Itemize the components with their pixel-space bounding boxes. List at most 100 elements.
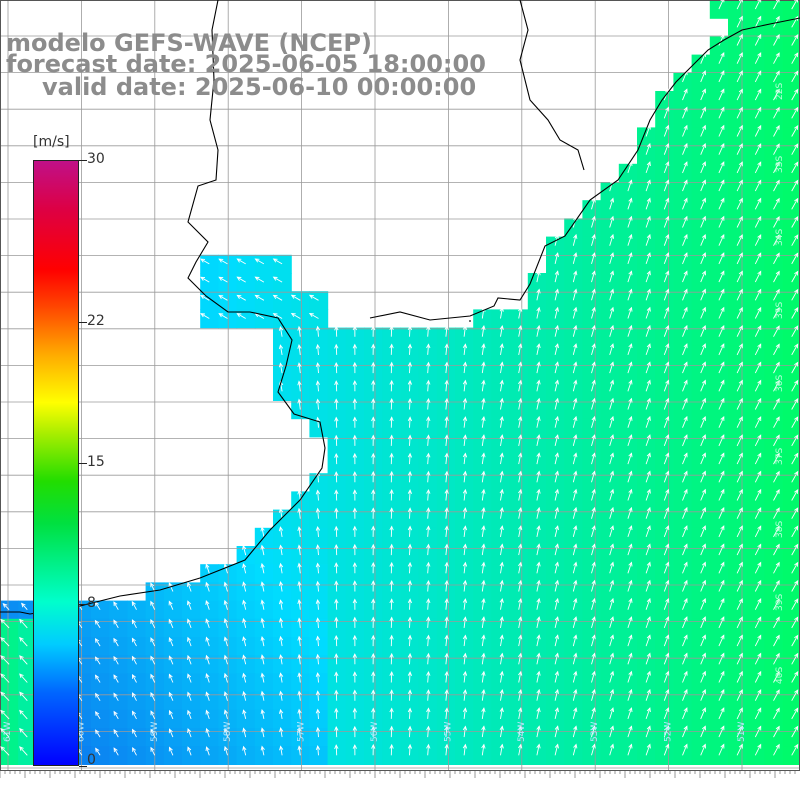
wind-arrow-head [683, 670, 688, 676]
wind-arrow [663, 671, 669, 683]
wind-arrow-head [371, 434, 376, 440]
wind-arrow-head [0, 655, 5, 660]
speed-cell [746, 109, 765, 128]
speed-cell [746, 218, 765, 238]
wind-arrow [298, 527, 301, 537]
speed-cell [418, 546, 438, 565]
wind-arrow-head [683, 361, 688, 367]
wind-arrow-head [278, 344, 284, 350]
wind-arrow-head [518, 743, 523, 749]
wind-arrow-head [260, 581, 265, 587]
speed-cell [291, 491, 310, 511]
wind-arrow-head [223, 581, 228, 587]
speed-cell [236, 309, 256, 329]
speed-cell [728, 18, 747, 37]
wind-arrow [500, 689, 503, 701]
wind-arrow-head [738, 707, 743, 713]
speed-cell [327, 709, 347, 729]
wind-arrow-head [0, 709, 5, 715]
speed-cell [637, 455, 656, 474]
speed-cell [709, 309, 729, 329]
wind-arrow [645, 398, 651, 410]
wind-arrow [591, 252, 596, 265]
wind-arrow [591, 198, 596, 210]
wind-arrow [445, 435, 448, 446]
wind-arrow-head [279, 727, 284, 733]
wind-arrow-head [462, 379, 468, 385]
speed-cell [109, 673, 128, 693]
wind-arrow-head [591, 670, 596, 676]
wind-arrow-head [536, 543, 541, 549]
wind-arrow [500, 635, 503, 647]
speed-cell [309, 364, 329, 383]
wind-arrow-head [738, 33, 743, 39]
wind-arrow-head [462, 361, 468, 367]
wind-arrow-head [591, 525, 596, 531]
wind-arrow [754, 671, 762, 683]
wind-arrow [627, 398, 632, 410]
wind-arrow [791, 671, 799, 683]
wind-arrow [298, 691, 301, 701]
speed-cell [382, 655, 401, 674]
wind-arrow-head [407, 361, 413, 367]
speed-cell [655, 200, 674, 219]
wind-arrow [554, 343, 559, 356]
speed-cell [728, 400, 747, 420]
speed-cell [728, 54, 747, 74]
speed-cell [309, 527, 329, 547]
wind-arrow-head [150, 582, 155, 588]
wind-arrow-head [371, 507, 376, 513]
wind-arrow [754, 598, 762, 610]
wind-arrow-head [720, 743, 725, 749]
speed-cell [400, 728, 420, 747]
wind-arrow [280, 746, 283, 756]
speed-cell [236, 673, 256, 693]
wind-arrow-head [554, 743, 559, 749]
wind-arrow-head [536, 470, 541, 476]
forecast-date: forecast date: 2025-06-05 18:00:00 [6, 50, 486, 78]
speed-cell [127, 728, 147, 747]
speed-cell [709, 618, 729, 638]
speed-cell [746, 546, 765, 565]
wind-arrow-head [683, 88, 688, 94]
wind-arrow-head [794, 0, 799, 3]
wind-arrow-head [315, 362, 321, 368]
speed-cell [728, 564, 747, 583]
wind-arrow [273, 276, 283, 283]
speed-cell [491, 637, 511, 656]
wind-arrow-head [315, 489, 321, 495]
wind-arrow [754, 689, 762, 701]
wind-arrow [736, 289, 743, 301]
wind-arrow-head [150, 673, 155, 679]
wind-arrow [205, 619, 210, 629]
wind-arrow [554, 307, 559, 319]
speed-cell [127, 673, 147, 693]
speed-cell [200, 691, 219, 711]
speed-cell [673, 291, 693, 310]
wind-arrow-head [554, 397, 559, 403]
speed-cell [491, 436, 511, 456]
wind-arrow-head [573, 525, 578, 531]
wind-arrow-head [757, 179, 762, 185]
wind-arrow-head [371, 379, 376, 385]
wind-arrow [463, 417, 466, 428]
wind-arrow [609, 216, 614, 228]
wind-arrow [187, 692, 192, 701]
wind-arrow-head [297, 544, 302, 550]
wind-arrow-head [702, 488, 706, 494]
wind-arrow [791, 544, 799, 556]
speed-cell [345, 364, 365, 383]
wind-arrow-head [683, 397, 688, 403]
speed-cell [764, 91, 784, 110]
wind-arrow-head [278, 599, 284, 605]
speed-cell [382, 637, 401, 656]
speed-cell [673, 655, 693, 674]
speed-cell [200, 309, 219, 329]
speed-cell [637, 691, 656, 711]
speed-cell [273, 546, 292, 565]
wind-arrow [298, 326, 301, 337]
wind-arrow [718, 107, 725, 119]
speed-cell [327, 400, 347, 420]
wind-arrow [773, 271, 780, 283]
wind-arrow-head [554, 379, 559, 385]
